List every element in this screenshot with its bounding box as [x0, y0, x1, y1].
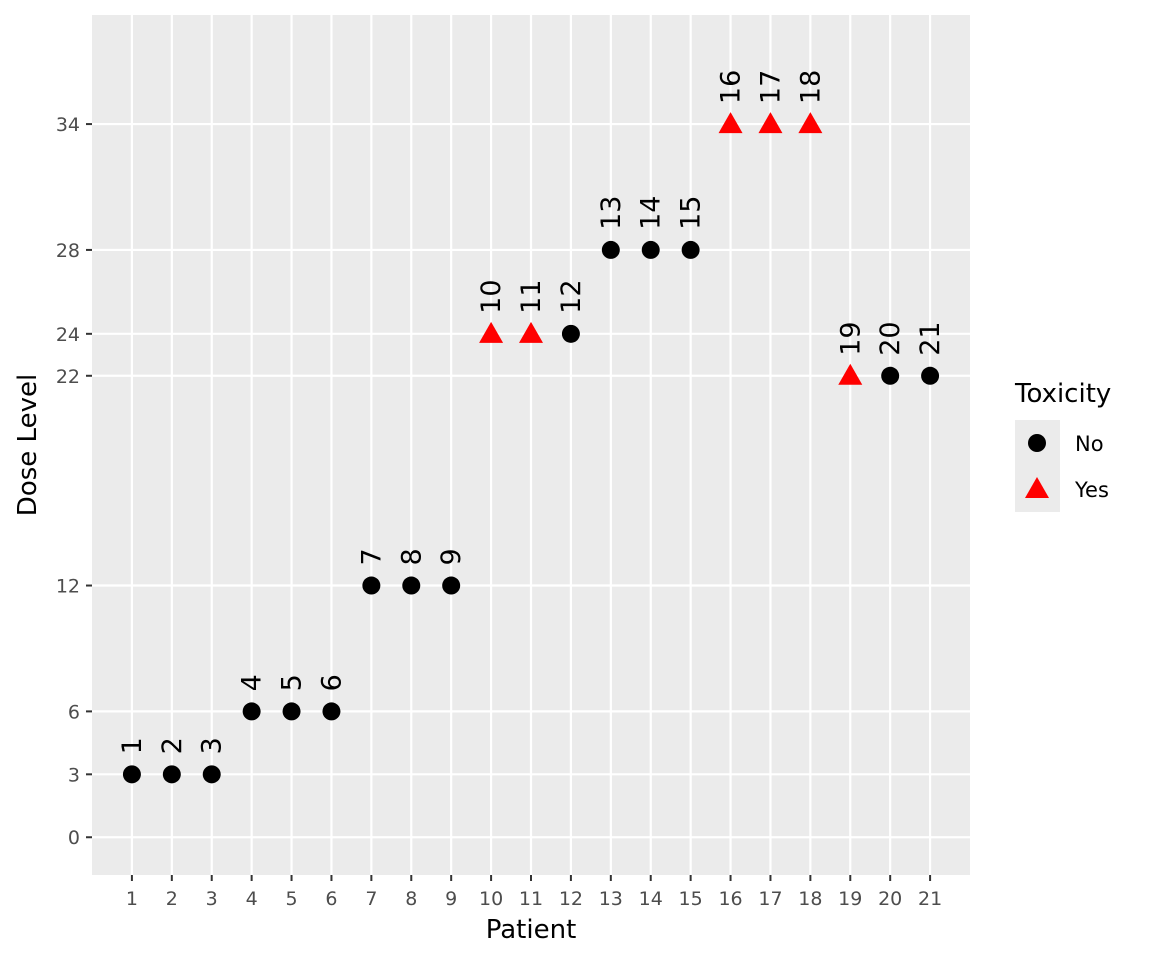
point-label: 9	[436, 548, 467, 565]
point-label: 17	[755, 70, 786, 104]
x-axis-title: Patient	[486, 915, 577, 945]
point-label: 5	[277, 674, 308, 691]
point-label: 21	[915, 321, 946, 355]
x-tick-label: 12	[559, 888, 583, 910]
point-label: 12	[556, 279, 587, 313]
point-label: 2	[157, 737, 188, 754]
y-axis-title: Dose Level	[13, 374, 43, 516]
x-tick-label: 13	[599, 888, 623, 910]
point-label: 13	[596, 196, 627, 230]
data-point-toxicity-no	[641, 240, 660, 259]
data-point-toxicity-no	[881, 366, 900, 385]
x-tick-label: 3	[206, 888, 218, 910]
data-point-toxicity-no	[122, 765, 141, 784]
point-label: 3	[197, 737, 228, 754]
y-axis: 0 3 6 12 22 24 28 34	[56, 114, 92, 849]
x-tick-label: 16	[718, 888, 742, 910]
point-label: 16	[716, 70, 747, 104]
x-tick-label: 5	[285, 888, 297, 910]
data-point-toxicity-no	[242, 702, 261, 721]
legend-label-no: No	[1075, 432, 1104, 456]
y-tick-label: 34	[56, 114, 80, 136]
y-tick-label: 28	[56, 240, 80, 262]
data-point-toxicity-yes	[479, 321, 504, 343]
point-label: 10	[476, 279, 507, 313]
data-point-toxicity-no	[561, 324, 580, 343]
legend-label-yes: Yes	[1074, 478, 1109, 502]
x-tick-label: 9	[445, 888, 457, 910]
x-tick-label: 15	[679, 888, 703, 910]
x-axis: 1 2 3 4 5 6 7 8 9 10 11 12 13 14 15 16 17 18 19 20 21	[126, 875, 942, 910]
x-tick-label: 6	[325, 888, 337, 910]
x-tick-label: 19	[838, 888, 862, 910]
y-tick-label: 24	[56, 324, 80, 346]
data-point-toxicity-no	[202, 765, 221, 784]
data-points	[122, 112, 940, 784]
y-tick-label: 6	[68, 701, 80, 723]
point-label: 7	[356, 548, 387, 565]
point-label: 1	[117, 737, 148, 754]
data-point-toxicity-no	[601, 240, 620, 259]
x-tick-label: 17	[758, 888, 782, 910]
x-tick-label: 1	[126, 888, 138, 910]
data-point-toxicity-yes	[519, 321, 543, 343]
data-point-toxicity-no	[162, 765, 181, 784]
data-point-toxicity-no	[681, 240, 700, 259]
data-point-toxicity-no	[442, 576, 461, 595]
legend: Toxicity No Yes	[1014, 379, 1111, 512]
data-point-toxicity-yes	[798, 112, 823, 134]
point-label: 8	[396, 548, 427, 565]
data-point-toxicity-no	[402, 576, 421, 595]
data-point-toxicity-no	[322, 702, 341, 721]
legend-key-no-icon	[1028, 434, 1046, 452]
point-label: 18	[795, 70, 826, 104]
x-tick-label: 21	[918, 888, 942, 910]
x-tick-label: 7	[365, 888, 377, 910]
data-point-toxicity-yes	[838, 363, 863, 385]
x-tick-label: 2	[166, 888, 178, 910]
gridlines	[92, 15, 970, 875]
x-tick-label: 11	[519, 888, 543, 910]
data-point-toxicity-no	[282, 702, 301, 721]
point-label: 6	[316, 674, 347, 691]
point-label: 19	[835, 321, 866, 355]
x-tick-label: 8	[405, 888, 417, 910]
point-label: 4	[237, 674, 268, 691]
data-point-toxicity-no	[362, 576, 381, 595]
point-label: 11	[516, 279, 547, 313]
y-tick-label: 22	[56, 366, 80, 388]
data-point-toxicity-yes	[718, 112, 743, 134]
point-label: 15	[676, 196, 707, 230]
point-label: 20	[875, 321, 906, 355]
legend-key-yes-icon	[1025, 477, 1049, 498]
point-label: 14	[636, 196, 667, 230]
legend-title: Toxicity	[1014, 379, 1111, 409]
x-tick-label: 18	[798, 888, 822, 910]
y-tick-label: 3	[68, 764, 80, 786]
x-tick-label: 10	[479, 888, 503, 910]
x-tick-label: 4	[246, 888, 258, 910]
data-point-toxicity-yes	[758, 112, 783, 134]
x-tick-label: 14	[639, 888, 663, 910]
x-tick-label: 20	[878, 888, 902, 910]
data-point-toxicity-no	[921, 366, 940, 385]
y-tick-label: 0	[68, 827, 80, 849]
y-tick-label: 12	[56, 576, 80, 598]
